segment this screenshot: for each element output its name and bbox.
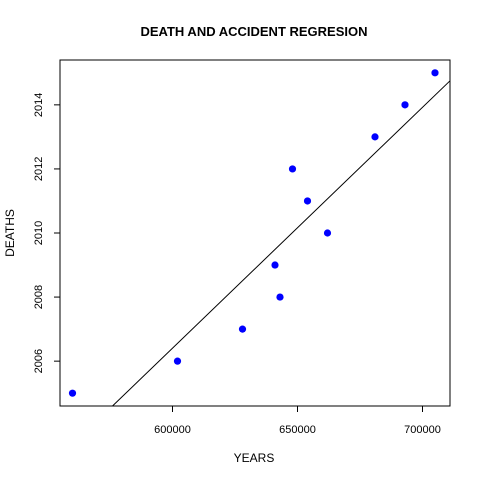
data-point [288,165,297,173]
y-tick-label: 2008 [33,285,45,309]
y-tick-label: 2006 [33,349,45,373]
y-tick-label: 2010 [33,221,45,245]
x-axis-label: YEARS [234,451,275,465]
y-axis-label: DEATHS [3,209,17,257]
regression-line [112,80,451,407]
data-point [371,133,379,141]
data-point [323,229,332,237]
x-tick-label: 700000 [404,424,441,436]
x-tick-label: 600000 [154,424,191,436]
plot-frame [59,59,451,407]
y-tick-label: 2014 [33,93,45,117]
data-point [68,389,77,397]
data-point [303,197,312,205]
data-point [271,261,279,269]
x-tick-label: 650000 [279,424,316,436]
y-tick-label: 2012 [33,157,45,181]
data-points [68,69,439,397]
x-axis: 600000 650000 700000 [154,406,441,436]
data-point [431,69,439,77]
data-point [173,357,182,365]
data-point [276,293,284,301]
chart-title: DEATH AND ACCIDENT REGRESION [140,24,367,39]
data-point [401,101,409,109]
y-axis: 2006 2008 2010 2012 2014 [33,93,60,373]
data-point [238,325,247,333]
